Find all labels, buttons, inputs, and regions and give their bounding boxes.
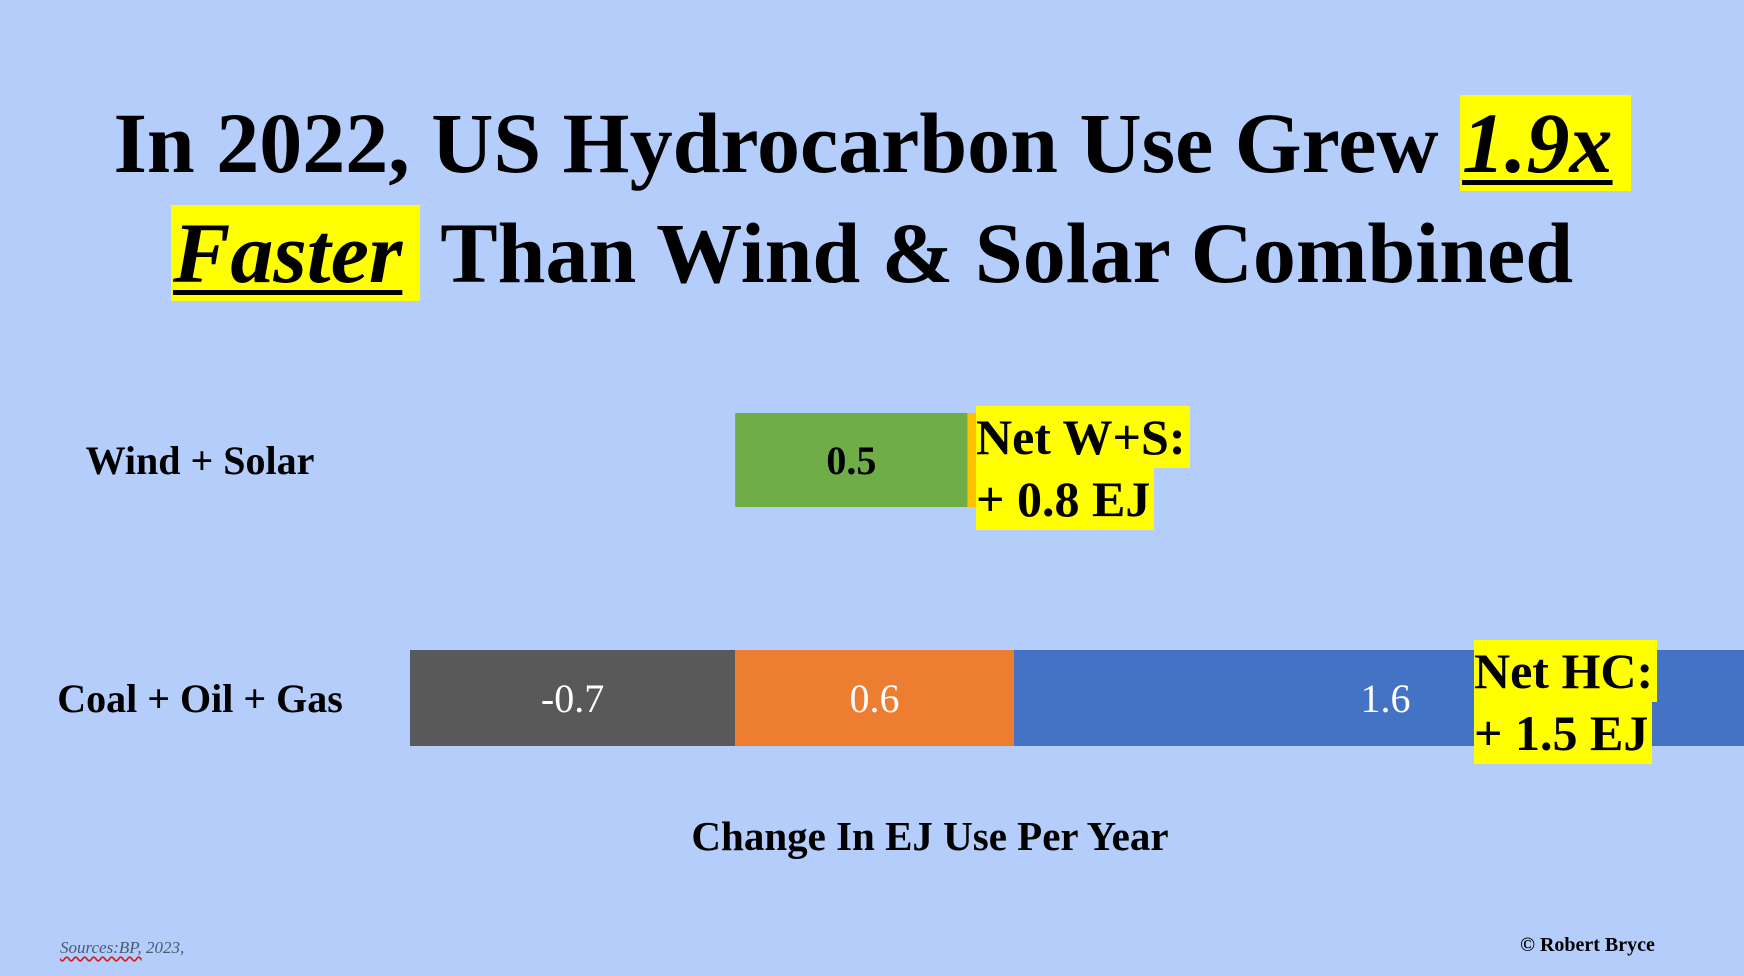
net-hc-line2: + 1.5 EJ: [1474, 702, 1653, 764]
title-part2: Than Wind & Solar Combined: [420, 205, 1574, 301]
net-ws-line2: + 0.8 EJ: [976, 468, 1155, 530]
title-part1: In 2022, US Hydrocarbon Use Grew: [113, 95, 1461, 191]
x-axis-label: Change In EJ Use Per Year: [691, 813, 1169, 859]
data-label-coal-oil-gas-2: 0.6: [850, 676, 900, 721]
category-label-coal-oil-gas: Coal + Oil + Gas: [57, 676, 343, 721]
data-label-coal-oil-gas-3: 1.6: [1361, 676, 1411, 721]
bar-coal-oil-gas-segment-2: [735, 650, 1014, 746]
sources-rest: 2023,: [141, 938, 185, 957]
sources-note: Sources:BP, 2023,: [60, 938, 184, 958]
net-ws-line1: Net W+S:: [976, 406, 1190, 468]
bar-wind-solar-segment-1: [735, 413, 968, 507]
net-hc-line1: Net HC:: [1474, 640, 1658, 702]
bar-coal-oil-gas-segment-1: [410, 650, 736, 746]
copyright-note: © Robert Bryce: [1520, 934, 1655, 956]
net-ws-annotation: Net W+S: + 0.8 EJ: [976, 406, 1190, 530]
net-hc-annotation: Net HC: + 1.5 EJ: [1474, 640, 1658, 764]
data-label-wind-solar-1: 0.5: [826, 438, 876, 483]
title-highlight-faster: Faster: [170, 205, 421, 301]
category-label-wind-solar: Wind + Solar: [86, 438, 315, 483]
chart-title: In 2022, US Hydrocarbon Use Grew 1.9x Fa…: [0, 88, 1744, 308]
data-label-coal-oil-gas-1: -0.7: [541, 676, 604, 721]
sources-word: Sources:BP,: [60, 938, 142, 957]
title-highlight-ratio: 1.9x: [1460, 95, 1631, 191]
